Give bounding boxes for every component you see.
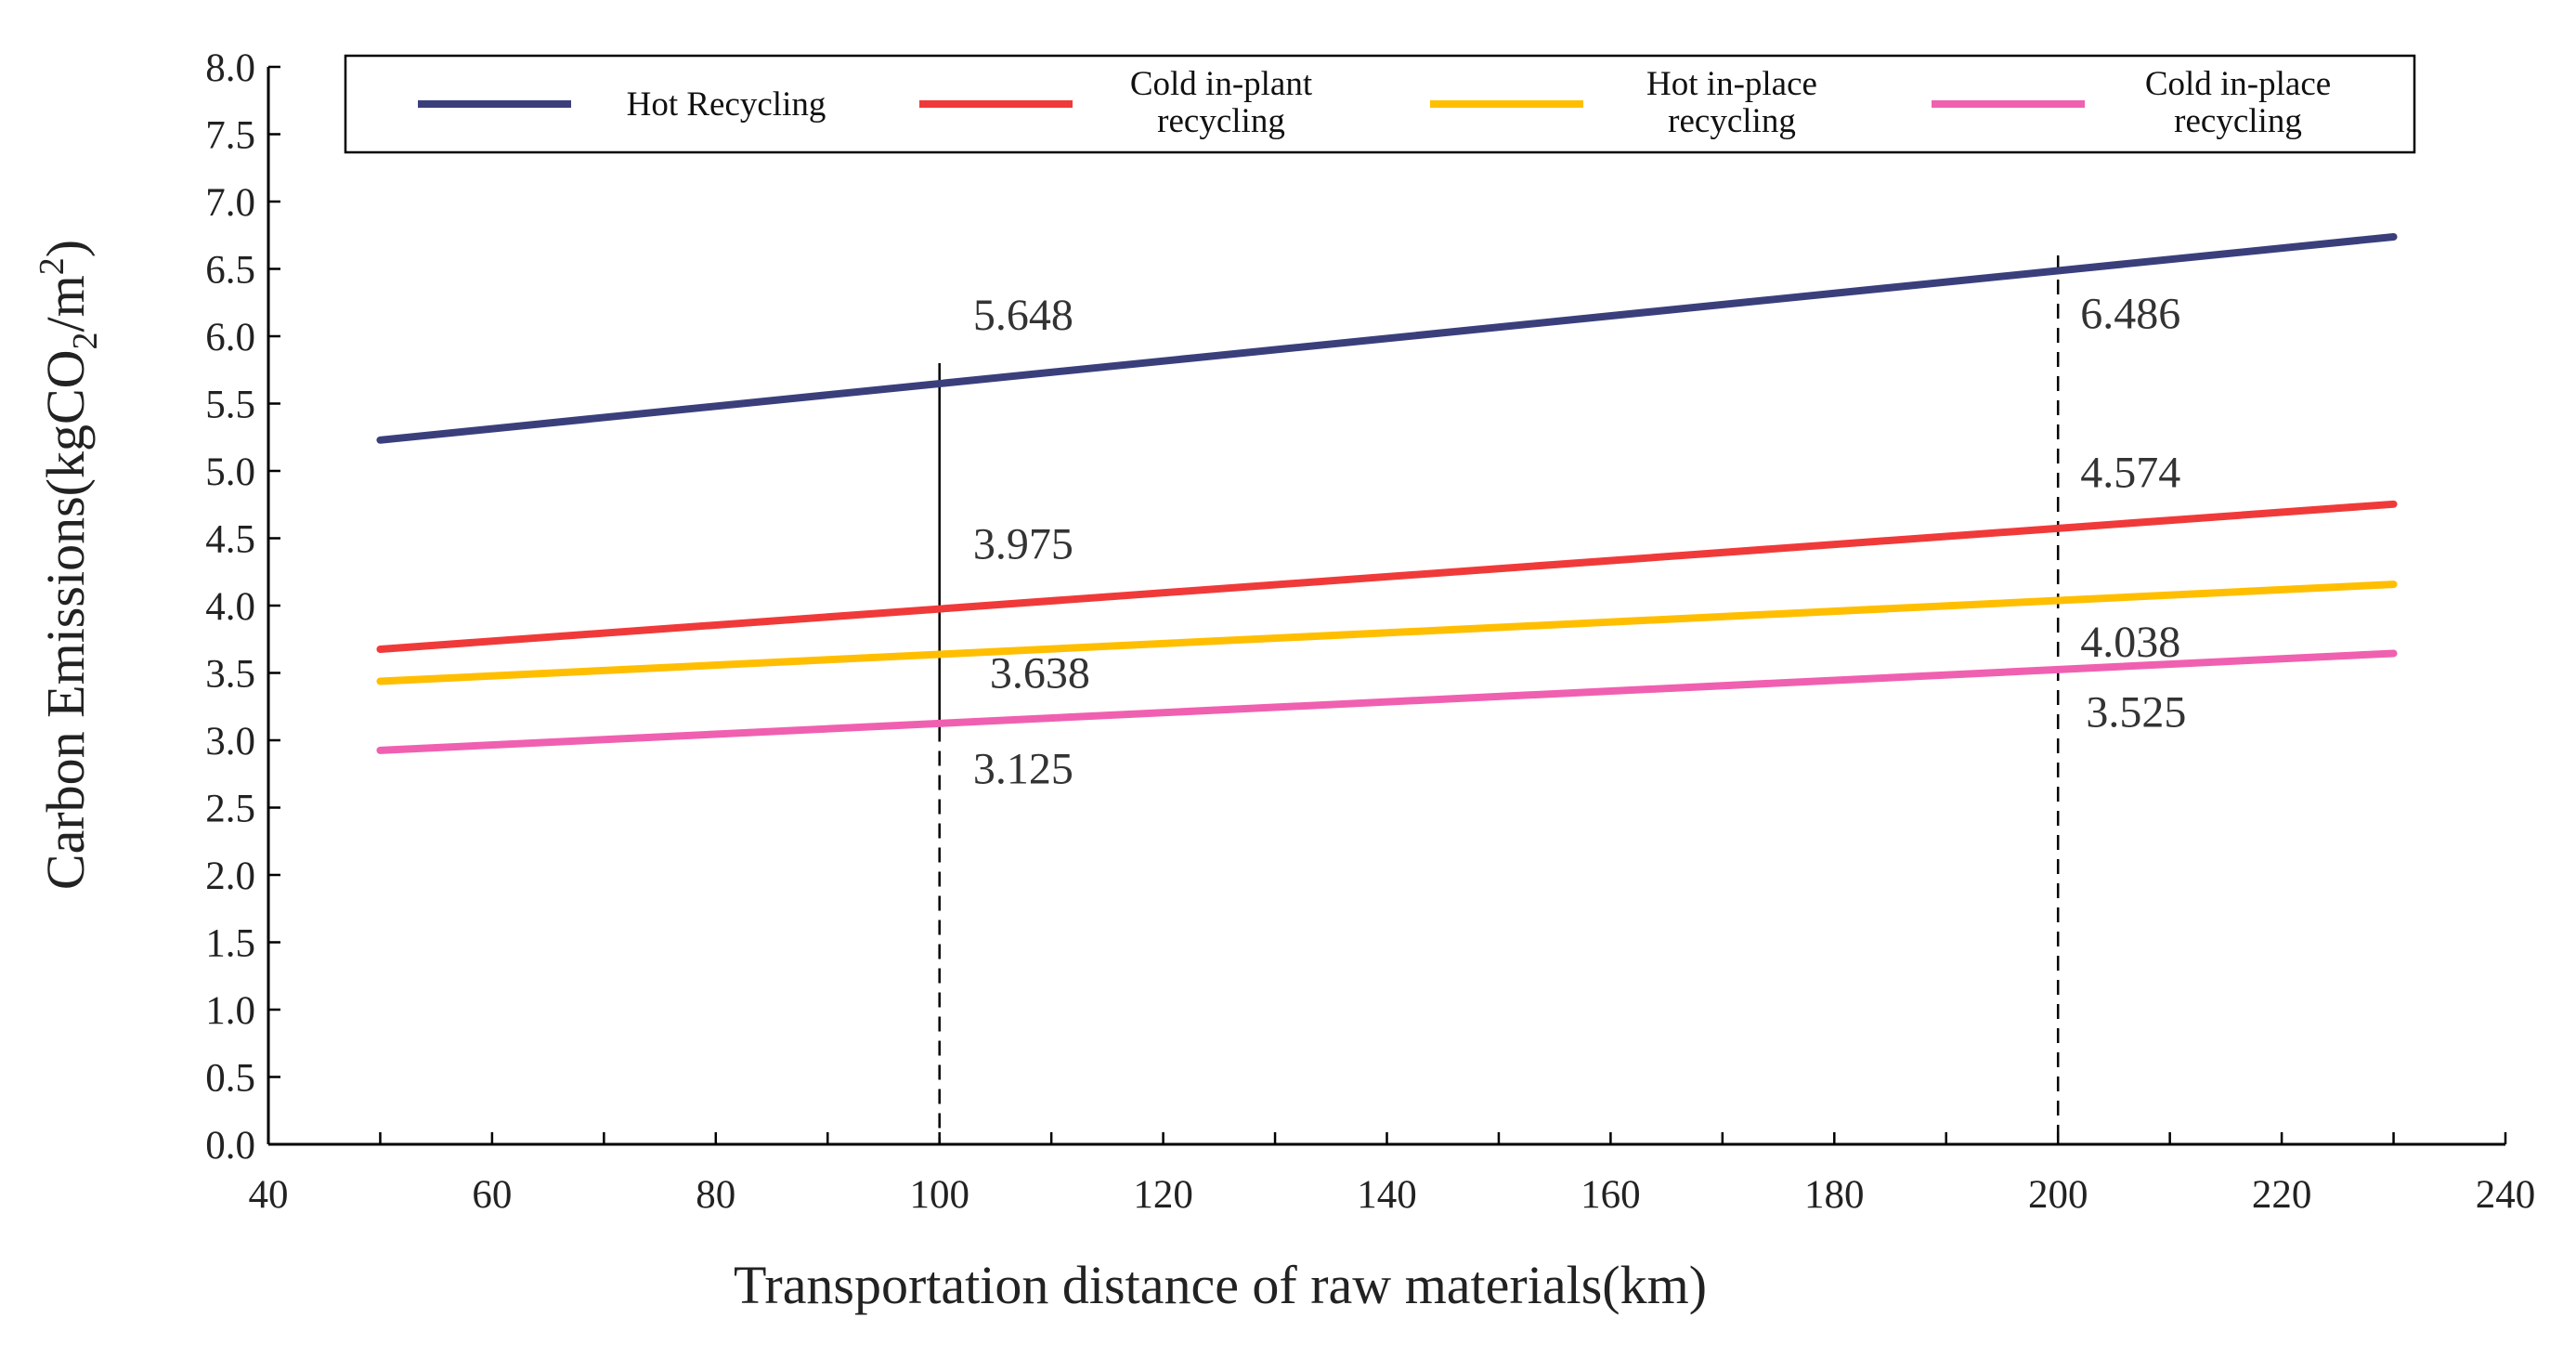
legend-label: Hot Recycling — [627, 85, 826, 124]
x-tick-label: 220 — [2252, 1173, 2312, 1217]
series-line-1 — [376, 232, 2398, 444]
series-line-4 — [376, 649, 2398, 754]
y-tick-label: 7.5 — [205, 114, 255, 158]
series-line-2 — [376, 500, 2398, 653]
reference-lines — [938, 255, 2060, 1144]
data-label: 6.486 — [2080, 289, 2180, 338]
y-tick-label: 8.0 — [205, 46, 255, 90]
x-tick-label: 120 — [1133, 1173, 1193, 1217]
y-axis-title-subscript: 2 — [66, 332, 105, 349]
x-tick-label: 100 — [909, 1173, 969, 1217]
series-line-3 — [376, 581, 2398, 685]
legend-label: recycling — [1668, 102, 1796, 140]
y-axis-title-prefix: Carbon Emissions(kgCO — [35, 349, 96, 890]
data-label: 5.648 — [973, 291, 1073, 340]
y-tick-label: 1.5 — [205, 922, 255, 966]
x-axis-title: Transportation distance of raw materials… — [734, 1255, 1707, 1315]
legend-label: Hot in-place — [1646, 65, 1817, 103]
data-label: 3.125 — [973, 744, 1073, 793]
x-tick-label: 40 — [249, 1173, 289, 1217]
x-tick-label: 240 — [2476, 1173, 2536, 1217]
y-tick-label: 5.0 — [205, 450, 255, 494]
y-tick-label: 3.0 — [205, 720, 255, 763]
y-tick-label: 0.5 — [205, 1057, 255, 1101]
y-tick-label: 6.0 — [205, 316, 255, 359]
axes — [267, 67, 2505, 1146]
legend-label: Cold in-place — [2145, 65, 2331, 103]
y-tick-label: 3.5 — [205, 653, 255, 697]
x-tick-label: 180 — [1804, 1173, 1865, 1217]
y-tick-label: 4.5 — [205, 518, 255, 562]
y-axis-title: Carbon Emissions(kgCO2/m2) — [33, 240, 105, 890]
data-label: 3.638 — [990, 648, 1090, 698]
x-tick-label: 200 — [2028, 1173, 2088, 1217]
y-tick-label: 2.5 — [205, 788, 255, 831]
y-tick-label: 6.5 — [205, 249, 255, 293]
data-label: 4.038 — [2080, 618, 2180, 667]
data-labels: 5.648 3.975 3.638 3.125 6.486 4.574 4.038 3.525 — [973, 289, 2186, 793]
y-tick-label: 4.0 — [205, 585, 255, 629]
y-tick-label: 5.5 — [205, 384, 255, 427]
legend-label: Cold in-plant — [1130, 65, 1313, 103]
legend-label: recycling — [2174, 102, 2302, 140]
y-axis-title-mid: /m — [35, 275, 96, 332]
y-tick-label: 2.0 — [205, 855, 255, 898]
data-label: 4.574 — [2080, 448, 2180, 497]
y-tick-label: 1.0 — [205, 989, 255, 1033]
y-tick-label: 0.0 — [205, 1124, 255, 1168]
axis-ticks: 40 60 80 100 120 140 160 180 200 220 240 0.0 0.5 1.0 1… — [205, 46, 2535, 1217]
data-label: 3.975 — [973, 519, 1073, 568]
x-tick-label: 160 — [1581, 1173, 1641, 1217]
x-tick-label: 60 — [472, 1173, 512, 1217]
x-tick-label: 80 — [696, 1173, 735, 1217]
series-lines — [376, 232, 2398, 754]
legend-label: recycling — [1157, 102, 1285, 140]
y-axis-title-superscript: 2 — [33, 257, 72, 275]
y-tick-label: 7.0 — [205, 181, 255, 225]
x-tick-label: 140 — [1357, 1173, 1417, 1217]
y-axis-title-suffix: ) — [35, 240, 96, 257]
data-label: 3.525 — [2086, 688, 2186, 737]
